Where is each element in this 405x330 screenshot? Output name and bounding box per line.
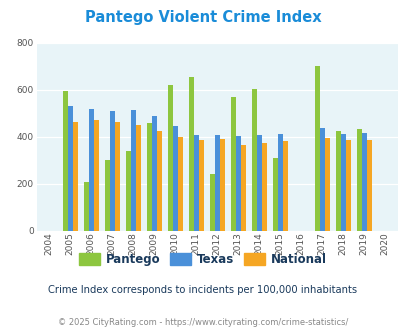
Bar xyxy=(335,131,340,231)
Bar xyxy=(104,160,109,231)
Bar xyxy=(198,140,203,231)
Bar xyxy=(251,89,256,231)
Bar xyxy=(62,91,68,231)
Bar xyxy=(356,129,361,231)
Text: Pantego Violent Crime Index: Pantego Violent Crime Index xyxy=(85,10,320,25)
Bar xyxy=(146,123,151,231)
Bar xyxy=(324,138,329,231)
Bar xyxy=(83,182,88,231)
Bar xyxy=(314,66,319,231)
Bar xyxy=(72,122,77,231)
Bar xyxy=(345,141,350,231)
Bar xyxy=(282,141,287,231)
Bar xyxy=(188,77,193,231)
Bar xyxy=(209,174,214,231)
Bar xyxy=(361,133,366,231)
Bar xyxy=(114,122,119,231)
Bar xyxy=(68,106,72,231)
Text: © 2025 CityRating.com - https://www.cityrating.com/crime-statistics/: © 2025 CityRating.com - https://www.city… xyxy=(58,318,347,327)
Bar xyxy=(230,97,235,231)
Bar xyxy=(256,135,261,231)
Bar xyxy=(219,139,224,231)
Bar xyxy=(177,137,182,231)
Bar xyxy=(94,120,98,231)
Bar xyxy=(272,158,277,231)
Bar xyxy=(151,116,156,231)
Bar xyxy=(235,136,240,231)
Bar xyxy=(167,85,172,231)
Bar xyxy=(88,110,94,231)
Legend: Pantego, Texas, National: Pantego, Texas, National xyxy=(74,248,331,271)
Bar xyxy=(156,131,161,231)
Bar xyxy=(130,110,135,231)
Bar xyxy=(214,135,219,231)
Bar xyxy=(109,111,114,231)
Text: Crime Index corresponds to incidents per 100,000 inhabitants: Crime Index corresponds to incidents per… xyxy=(48,285,357,295)
Bar xyxy=(193,135,198,231)
Bar xyxy=(366,141,371,231)
Bar xyxy=(261,143,266,231)
Bar xyxy=(319,128,324,231)
Bar xyxy=(277,134,282,231)
Bar xyxy=(172,126,177,231)
Bar xyxy=(340,134,345,231)
Bar xyxy=(240,145,245,231)
Bar xyxy=(125,151,130,231)
Bar xyxy=(135,125,141,231)
